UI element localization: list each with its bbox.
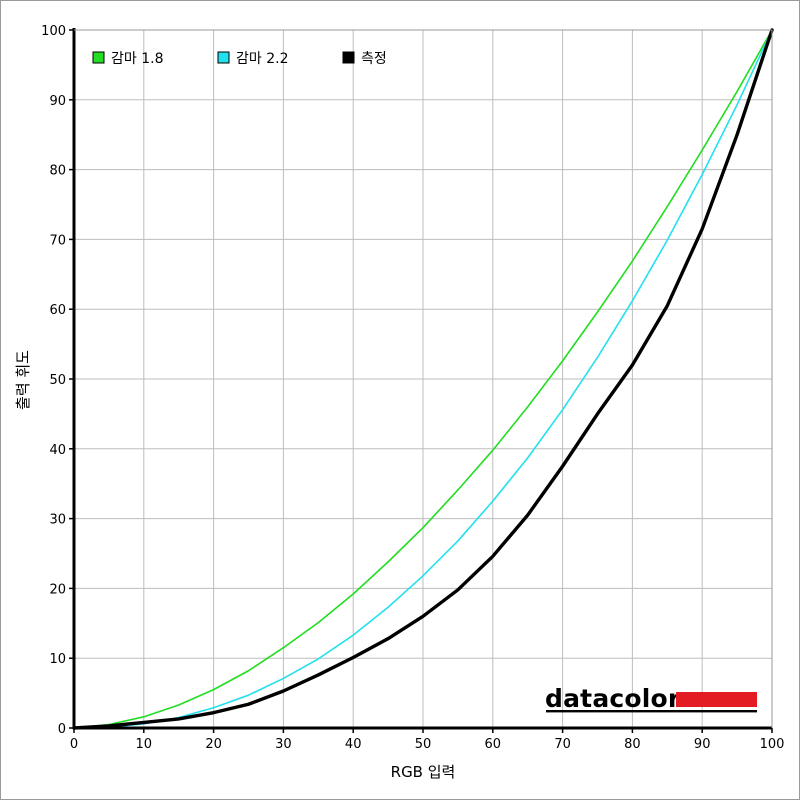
datacolor-logo: datacolor bbox=[545, 684, 757, 713]
x-tick-label: 0 bbox=[70, 737, 78, 752]
y-axis-label: 출력 휘도 bbox=[14, 350, 32, 410]
legend: 감마 1.8 감마 2.2 측정 bbox=[92, 51, 387, 67]
series-line-1 bbox=[73, 29, 773, 729]
logo-red-bar bbox=[676, 692, 757, 707]
x-axis-label: RGB 입력 bbox=[391, 763, 456, 781]
y-tick-label: 50 bbox=[49, 373, 66, 388]
legend-label: 감마 2.2 bbox=[236, 51, 288, 67]
series-line-2 bbox=[73, 29, 773, 729]
logo-text: datacolor bbox=[545, 684, 681, 713]
x-tick-label: 10 bbox=[136, 737, 153, 752]
y-tick-label: 10 bbox=[49, 652, 66, 667]
y-tick-label: 40 bbox=[49, 443, 66, 458]
x-tick-label: 80 bbox=[624, 737, 641, 752]
x-tick-label: 20 bbox=[205, 737, 222, 752]
legend-swatch bbox=[92, 51, 105, 64]
series-layer bbox=[72, 28, 774, 730]
y-tick-label: 20 bbox=[49, 582, 66, 597]
legend-item-3: 측정 bbox=[342, 51, 387, 67]
y-tick-label: 90 bbox=[49, 94, 66, 109]
legend-swatch bbox=[217, 51, 230, 64]
x-tick-label: 50 bbox=[415, 737, 432, 752]
y-tick-label: 0 bbox=[58, 722, 66, 737]
legend-swatch bbox=[342, 51, 355, 64]
x-tick-label: 40 bbox=[345, 737, 362, 752]
x-tick-label: 100 bbox=[760, 737, 785, 752]
x-tick-label: 90 bbox=[694, 737, 711, 752]
y-tick-label: 100 bbox=[41, 24, 66, 39]
y-tick-label: 60 bbox=[49, 303, 66, 318]
y-tick-label: 30 bbox=[49, 513, 66, 528]
x-tick-label: 60 bbox=[485, 737, 502, 752]
legend-label: 측정 bbox=[361, 51, 387, 67]
series-line-3 bbox=[72, 28, 774, 730]
tick-labels: 0 10 20 30 40 50 60 70 80 90 100 0 10 20 30 40 50 60 70 80 9… bbox=[41, 24, 784, 752]
y-tick-label: 70 bbox=[49, 233, 66, 248]
legend-label: 감마 1.8 bbox=[111, 51, 163, 67]
x-tick-label: 70 bbox=[554, 737, 571, 752]
legend-item-1: 감마 1.8 bbox=[92, 51, 163, 67]
y-tick-label: 80 bbox=[49, 164, 66, 179]
x-tick-label: 30 bbox=[275, 737, 292, 752]
legend-item-2: 감마 2.2 bbox=[217, 51, 288, 67]
logo-underline bbox=[546, 710, 757, 713]
